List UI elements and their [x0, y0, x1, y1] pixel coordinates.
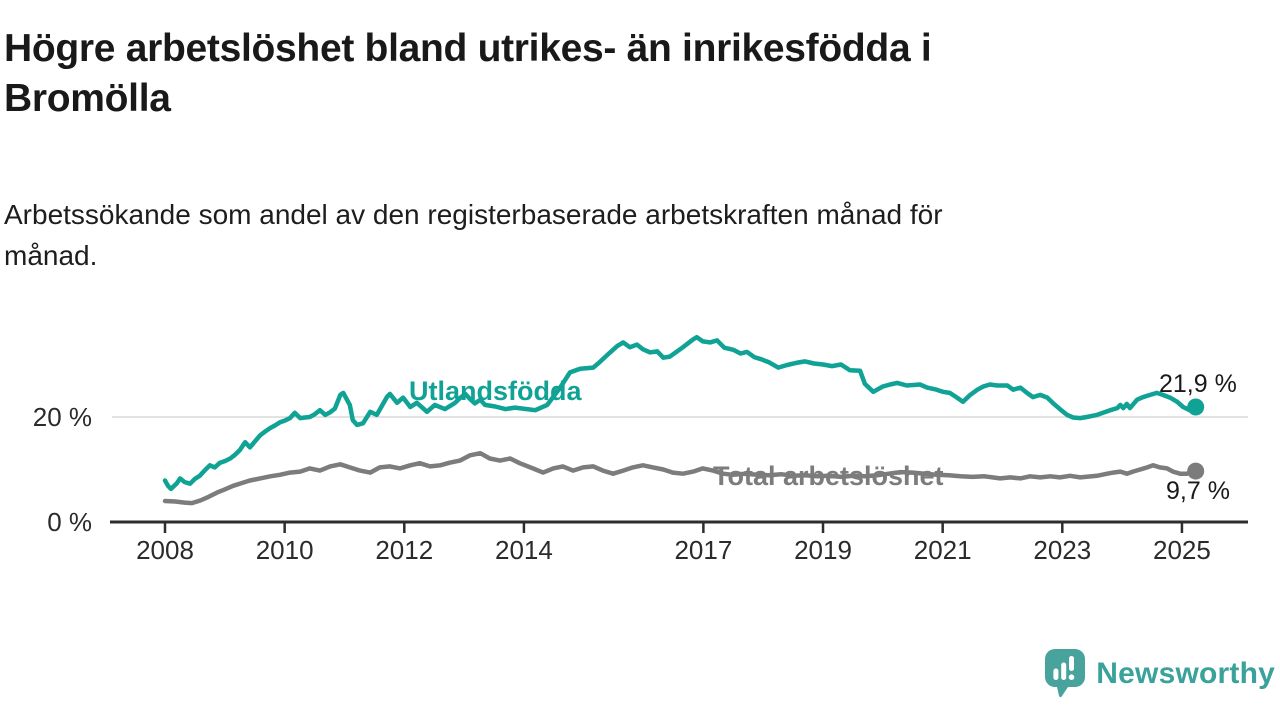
series-label-total-arbetsloshet: Total arbetslöshet	[713, 461, 944, 491]
series-label-utlandsfodda: Utlandsfödda	[409, 376, 582, 406]
chart-header: Högre arbetslöshet bland utrikes- än inr…	[4, 24, 1204, 124]
x-tick-label-2025: 2025	[1153, 535, 1211, 565]
x-tick-label-2014: 2014	[495, 535, 553, 565]
series-end-value-utlandsfodda: 21,9 %	[1159, 370, 1237, 398]
newsworthy-logo: Newsworthy	[1045, 649, 1275, 699]
newsworthy-logo-text: Newsworthy	[1096, 657, 1275, 690]
y-tick-label-0: 0 %	[47, 507, 92, 537]
series-line-total-arbetsloshet	[162, 450, 1198, 506]
x-tick-label-2012: 2012	[375, 535, 433, 565]
chart-subtitle: Arbetssökande som andel av den registerb…	[4, 199, 943, 271]
series-end-dot-utlandsfodda	[1187, 398, 1205, 416]
x-tick-label-2023: 2023	[1033, 535, 1091, 565]
x-tick-label-2019: 2019	[794, 535, 852, 565]
x-tick-label-2017: 2017	[674, 535, 732, 565]
newsworthy-speech-bubble-bar-chart-icon	[1045, 649, 1086, 698]
x-tick-label-2010: 2010	[256, 535, 314, 565]
series-end-dot-total-arbetsloshet	[1187, 462, 1205, 480]
x-tick-label-2021: 2021	[914, 535, 972, 565]
y-tick-label-20: 20 %	[33, 402, 92, 432]
x-tick-label-2008: 2008	[136, 535, 194, 565]
page-title: Högre arbetslöshet bland utrikes- än inr…	[4, 27, 932, 120]
series-line-utlandsfodda	[162, 334, 1198, 492]
series-end-value-total-arbetsloshet: 9,7 %	[1166, 477, 1230, 505]
